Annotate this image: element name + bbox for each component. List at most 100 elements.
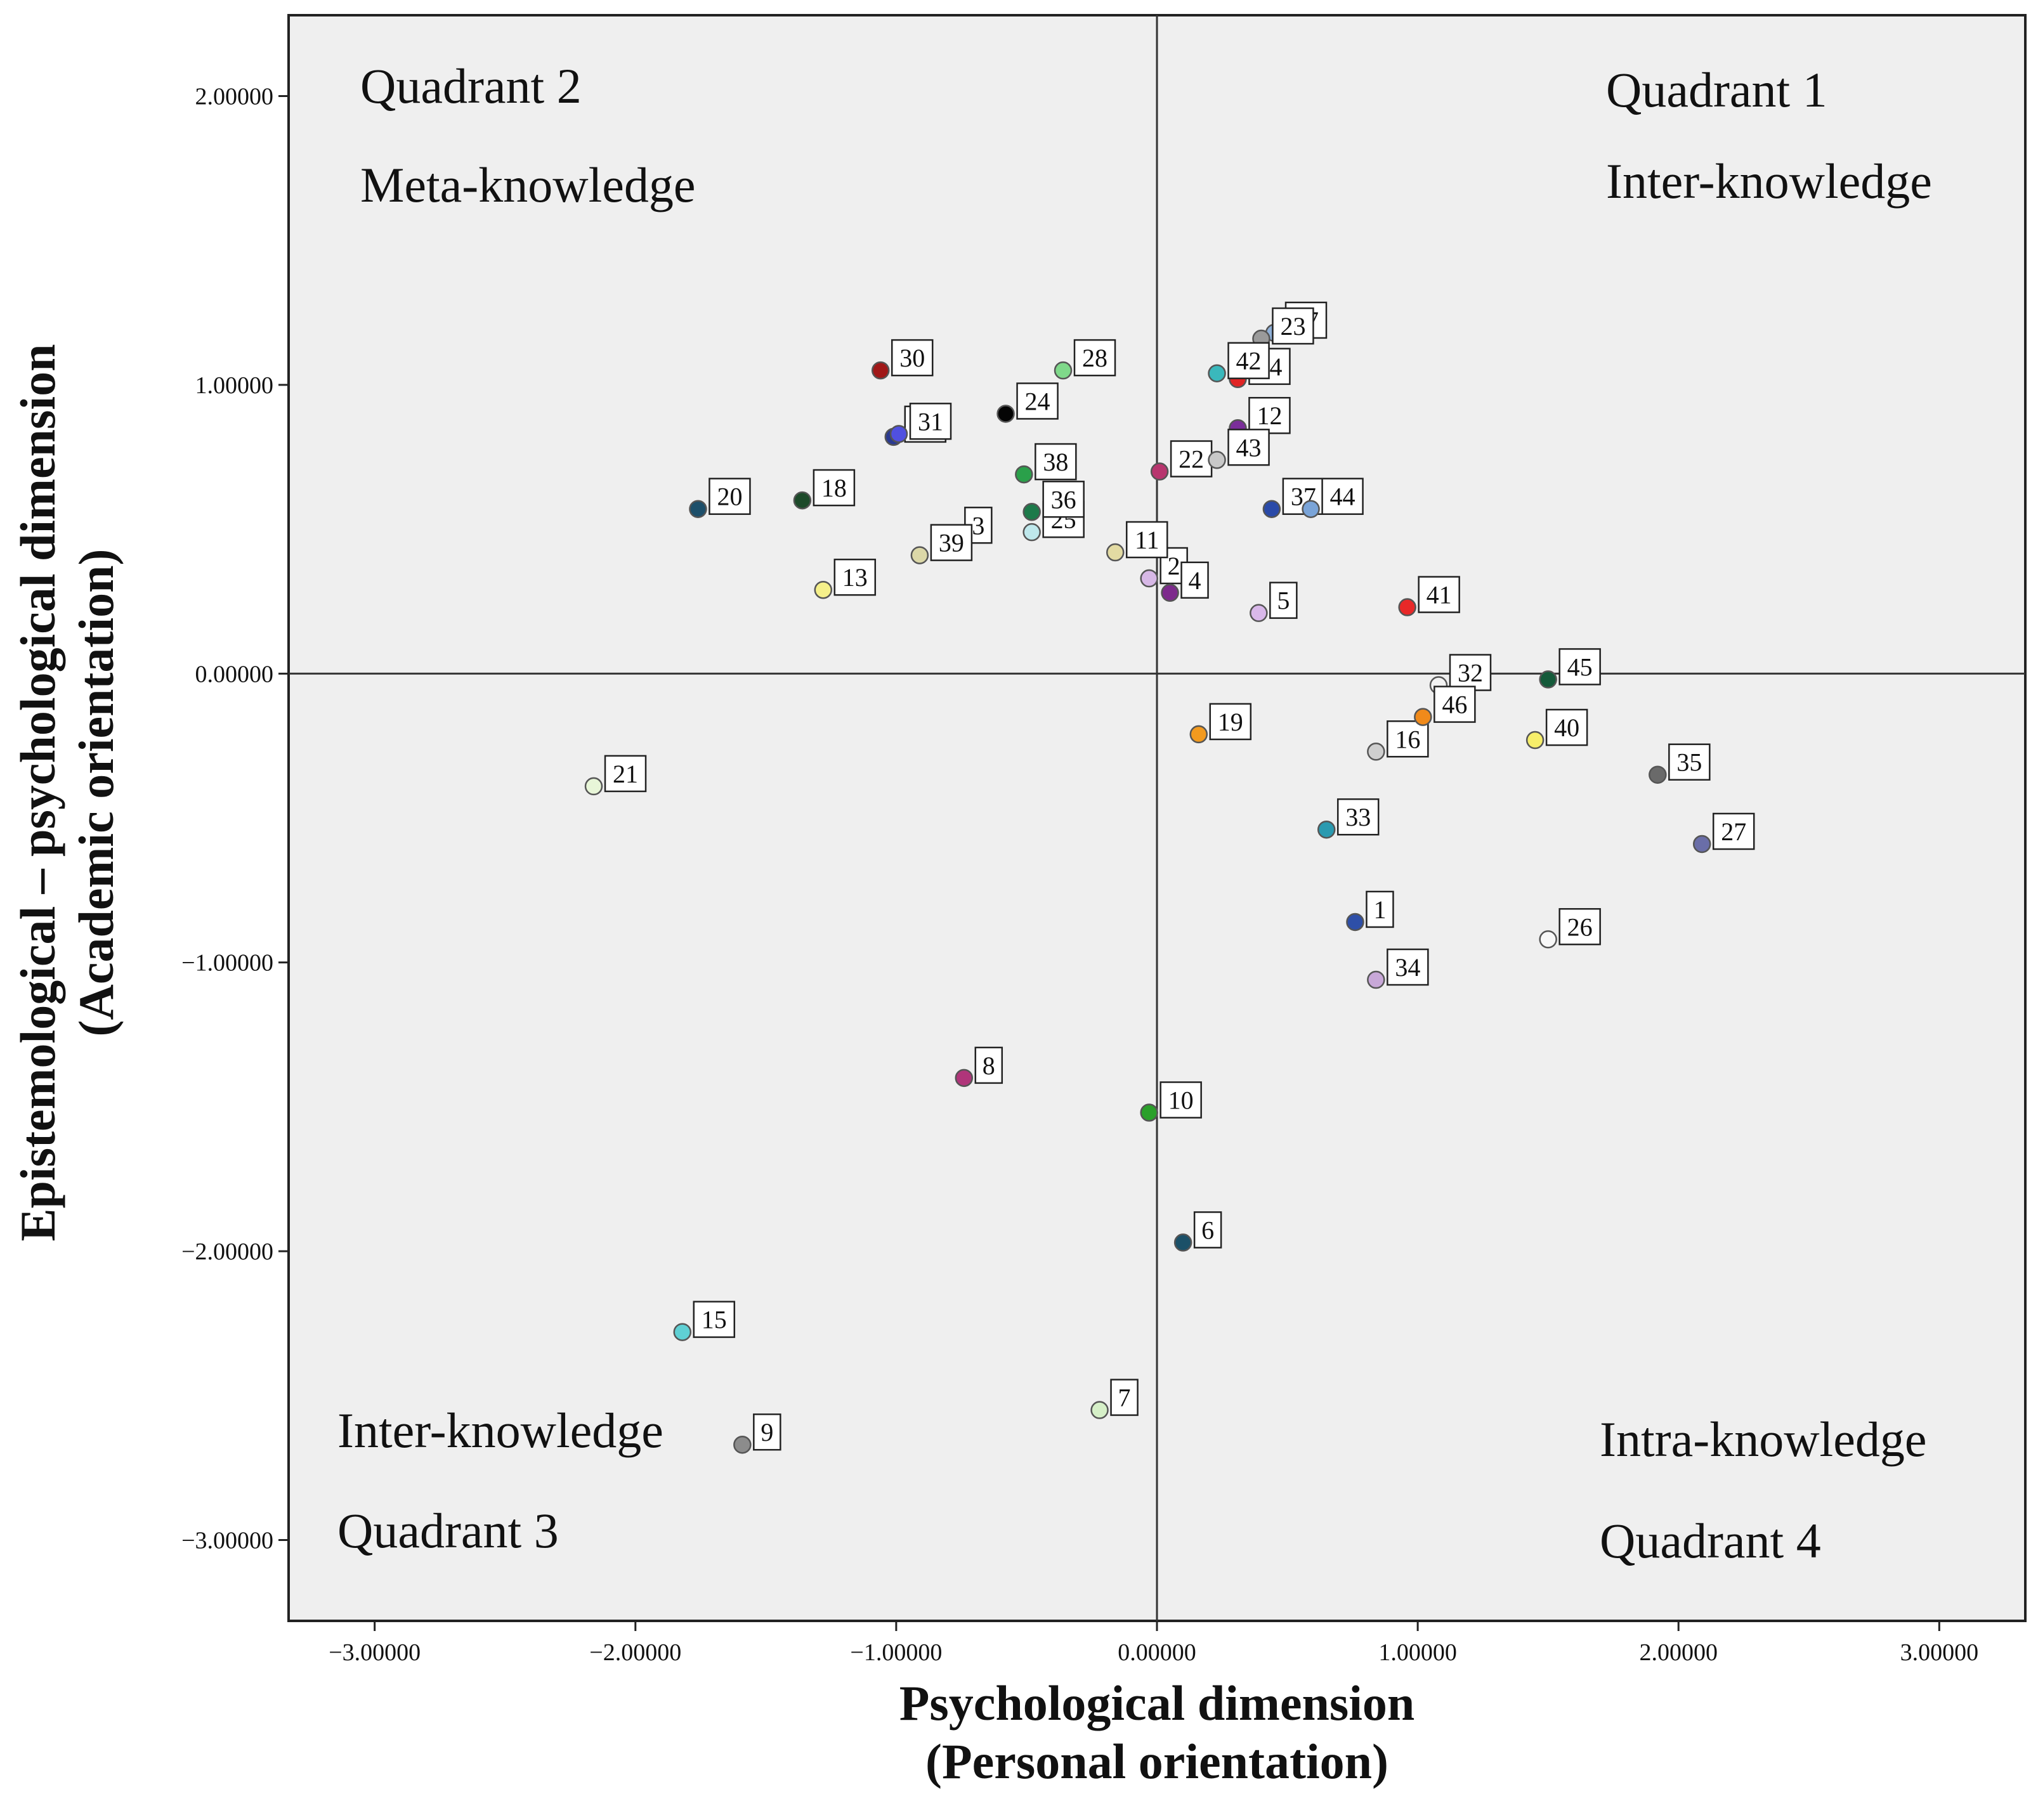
point-label-box [604, 755, 647, 793]
x-tick-label: −2.00000 [589, 1639, 681, 1666]
point-marker [733, 1435, 752, 1454]
point-16: 16 [1367, 720, 1429, 761]
point-label: 45 [1567, 653, 1593, 681]
point-4: 4 [1161, 561, 1209, 602]
point-40: 40 [1525, 708, 1588, 750]
point-label: 46 [1442, 691, 1467, 719]
point-label: 4 [1189, 566, 1201, 595]
point-label-box [1558, 648, 1601, 686]
point-marker [673, 1323, 692, 1341]
point-marker [1346, 913, 1364, 932]
point-label: 19 [1218, 708, 1243, 736]
point-35: 35 [1649, 743, 1711, 784]
x-axis-title: (Personal orientation) [925, 1734, 1388, 1789]
point-label-box [1248, 396, 1291, 434]
point-marker [1649, 765, 1667, 784]
x-tick-label: 2.00000 [1639, 1639, 1718, 1666]
point-42: 42 [1208, 342, 1270, 382]
point-label-box [1712, 812, 1755, 850]
x-tick-label: −1.00000 [850, 1639, 942, 1666]
point-label: 41 [1427, 581, 1452, 609]
point-marker [1367, 743, 1385, 761]
point-marker [1208, 451, 1226, 469]
point-label: 34 [1395, 953, 1420, 982]
point-31: 31 [889, 403, 952, 443]
y-axis: 2.00000 1.00000 0.00000 −1.00000 −2.00000 −3.… [181, 84, 289, 1554]
point-label: 27 [1721, 817, 1746, 846]
quadrant-label-q1: Inter-knowledge [1606, 153, 1932, 209]
point-label: 16 [1395, 725, 1420, 753]
point-label-box [753, 1413, 781, 1451]
point-label: 20 [717, 483, 742, 511]
y-tick-label: 2.00000 [195, 84, 274, 110]
point-marker [1262, 500, 1281, 518]
y-tick-label: −2.00000 [181, 1238, 273, 1265]
point-label-box [1180, 561, 1209, 599]
point-label-box [909, 403, 952, 440]
point-19: 19 [1189, 703, 1252, 744]
point-label-box [930, 524, 973, 561]
point-marker [1539, 930, 1557, 949]
point-26: 26 [1539, 908, 1601, 949]
point-label-box [813, 469, 856, 507]
point-label: 9 [761, 1418, 773, 1446]
point-marker [996, 405, 1015, 423]
point-label-box [1042, 481, 1085, 518]
point-38: 38 [1015, 443, 1077, 484]
x-tick-label: 3.00000 [1900, 1639, 1979, 1666]
point-label: 3 [972, 511, 984, 540]
y-tick-label: 0.00000 [195, 661, 274, 687]
point-label: 32 [1458, 659, 1483, 687]
point-7: 7 [1090, 1379, 1139, 1419]
point-marker [1250, 604, 1268, 622]
point-marker [1525, 731, 1545, 750]
point-8: 8 [955, 1046, 1003, 1088]
point-label: 24 [1025, 387, 1050, 415]
point-label-box [891, 339, 934, 377]
quadrant-label-q1: Quadrant 1 [1606, 62, 1827, 117]
point-marker [955, 1069, 974, 1088]
point-label: 6 [1201, 1216, 1214, 1244]
point-marker [1015, 465, 1033, 484]
point-marker [1317, 820, 1336, 839]
point-15: 15 [673, 1301, 736, 1341]
point-label-box [1269, 582, 1298, 619]
point-label: 40 [1554, 713, 1579, 742]
point-label-box [1110, 1379, 1139, 1416]
point-33: 33 [1317, 798, 1380, 839]
point-13: 13 [814, 558, 877, 599]
point-label: 31 [918, 407, 943, 436]
point-22: 22 [1150, 440, 1213, 481]
point-18: 18 [793, 469, 856, 510]
point-label-box [1170, 440, 1213, 478]
point-11: 11 [1106, 521, 1168, 562]
point-10: 10 [1140, 1081, 1202, 1122]
point-label: 33 [1345, 803, 1371, 831]
point-label-box [1321, 478, 1364, 515]
point-marker [1302, 500, 1320, 518]
point-39: 39 [910, 524, 973, 564]
point-label: 39 [939, 529, 964, 557]
point-marker [1692, 835, 1711, 854]
point-marker [1208, 364, 1226, 382]
point-marker [1414, 708, 1432, 726]
quadrant-label-q2: Meta-knowledge [360, 157, 695, 212]
point-marker [1150, 462, 1169, 481]
point-34: 34 [1367, 948, 1429, 989]
point-marker [871, 361, 890, 380]
point-label: 7 [1118, 1384, 1131, 1412]
point-marker [1106, 543, 1125, 562]
point-marker [1161, 583, 1179, 602]
point-marker [793, 491, 812, 510]
point-28: 28 [1054, 339, 1116, 380]
point-41: 41 [1398, 576, 1460, 616]
x-axis: −3.00000 −2.00000 −1.00000 0.00000 1.00000 2.… [329, 1621, 1978, 1666]
data-points: 1234567891011121314151617181920212223242… [584, 301, 1755, 1454]
quadrant-label-q3: Quadrant 3 [337, 1503, 559, 1558]
point-label-box [1434, 686, 1476, 723]
point-label: 38 [1043, 448, 1068, 476]
point-label-box [1449, 654, 1492, 691]
y-tick-label: −1.00000 [181, 950, 273, 977]
point-label-box [1227, 429, 1270, 466]
